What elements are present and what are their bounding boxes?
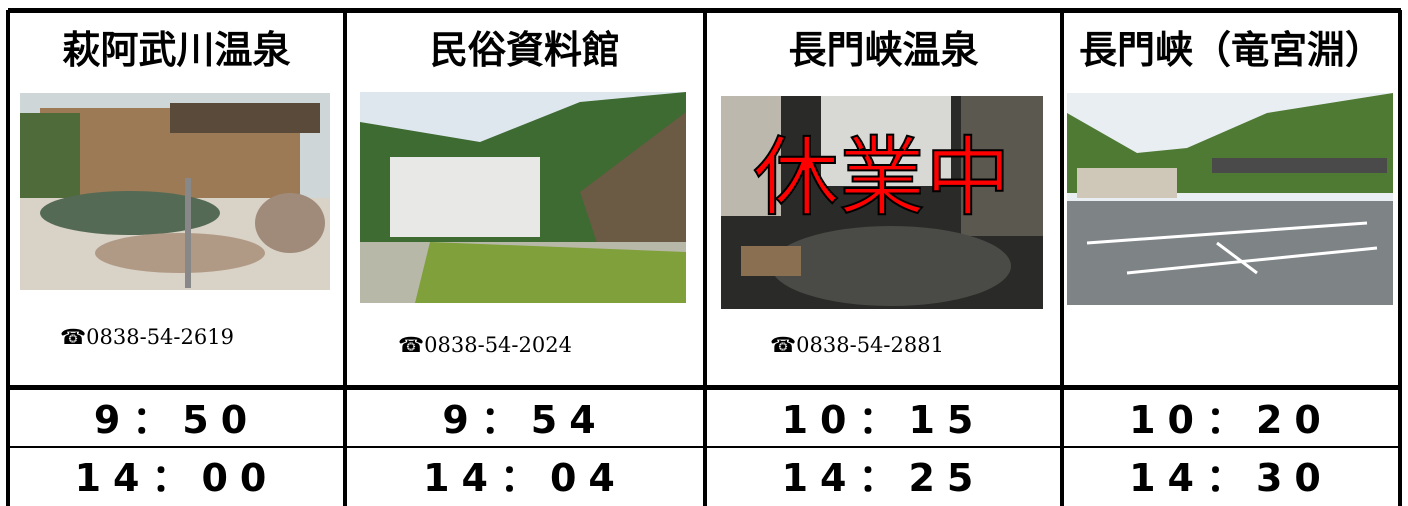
time: 14：30 xyxy=(1064,450,1398,506)
time: 9：50 xyxy=(10,392,343,448)
time: 10：20 xyxy=(1064,392,1398,448)
time: 14：00 xyxy=(10,450,343,506)
time: 14：25 xyxy=(707,450,1060,506)
spot-name: 長門峡温泉 xyxy=(707,22,1060,78)
spot-name: 萩阿武川温泉 xyxy=(10,22,343,78)
time: 10：15 xyxy=(707,392,1060,448)
phone: ☎0838-54-2024 xyxy=(398,333,572,357)
spot-name: 民俗資料館 xyxy=(347,22,703,78)
photo xyxy=(20,93,330,290)
spot-name: 長門峡（竜宮淵） xyxy=(1064,22,1398,78)
border xyxy=(1398,10,1402,506)
page: 萩阿武川温泉 民俗資料館 長門峡温泉 長門峡（竜宮淵） 休業中 ☎0838-54… xyxy=(0,0,1408,506)
phone: ☎0838-54-2881 xyxy=(770,333,944,357)
time: 9：54 xyxy=(347,392,703,448)
phone: ☎0838-54-2619 xyxy=(60,325,234,349)
photo xyxy=(360,92,686,303)
time: 14：04 xyxy=(347,450,703,506)
photo xyxy=(1067,93,1393,305)
closed-label: 休業中 xyxy=(721,128,1043,228)
